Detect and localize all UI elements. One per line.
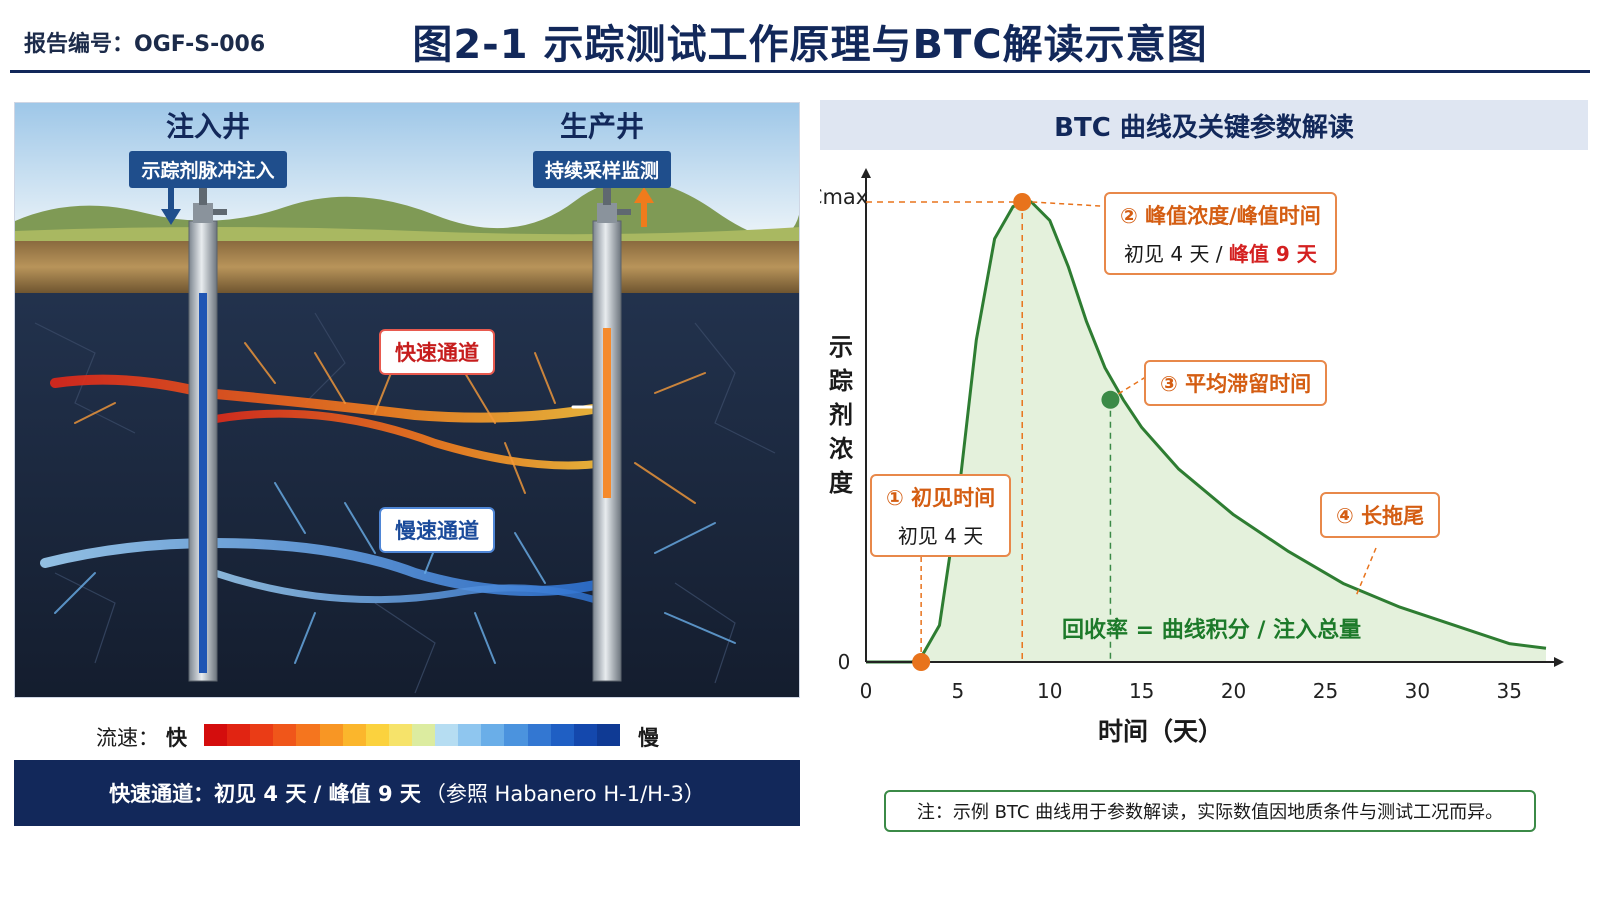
slow-channel-flow (40, 482, 736, 664)
speed-color-swatch (458, 724, 482, 746)
callout-first-arrival: ① 初见时间 初见 4 天 (870, 474, 1012, 557)
btc-marker-point (912, 653, 931, 671)
speed-color-swatch (250, 724, 274, 746)
speed-color-swatch (527, 724, 551, 746)
x-tick-label: 15 (1129, 679, 1154, 703)
x-axis-label: 时间（天） (1098, 717, 1224, 746)
page-title: 图2-1 示踪测试工作原理与BTC解读示意图 (412, 22, 1208, 68)
y-axis-label: 示踪剂浓度 (829, 333, 853, 497)
production-arrow (634, 187, 654, 227)
speed-color-swatch (342, 724, 366, 746)
injection-well-tag: 示踪剂脉冲注入 (129, 151, 287, 188)
callout-long-tail: ④ 长拖尾 (1320, 492, 1441, 538)
fast-channel-flow (50, 342, 706, 504)
speed-legend-slow: 慢 (638, 726, 659, 750)
banner-reference: （参照 Habanero H-1/H-3） (424, 782, 705, 806)
callout-long-tail-title: ④ 长拖尾 (1336, 504, 1425, 528)
btc-marker-point (1101, 390, 1120, 409)
speed-color-swatch (411, 724, 436, 746)
fast-channel-label: 快速通道 (379, 329, 495, 375)
callout-mean-residence-title: ③ 平均滞留时间 (1160, 372, 1312, 396)
speed-color-swatch (204, 724, 228, 746)
speed-color-swatch (319, 724, 343, 746)
callout-first-arrival-title: ① 初见时间 (886, 486, 996, 510)
production-well-header: 生产井 持续采样监测 (509, 105, 695, 188)
injection-arrow (161, 185, 181, 225)
injection-well-pipe (188, 185, 227, 682)
speed-color-swatch (596, 724, 620, 746)
report-id: 报告编号：OGF-S-006 (24, 32, 266, 57)
y-tick-label-zero: 0 (838, 650, 851, 674)
btc-panel-header: BTC 曲线及关键参数解读 (820, 100, 1588, 150)
rock-cracks (34, 312, 776, 694)
speed-color-swatch (273, 724, 297, 746)
speed-color-swatch (435, 724, 459, 746)
x-tick-label: 20 (1221, 679, 1246, 703)
callout-first-arrival-sub: 初见 4 天 (897, 524, 984, 548)
speed-color-swatch (504, 724, 528, 746)
mean-callout-leader (1118, 377, 1145, 395)
speed-color-swatch (388, 724, 412, 746)
title-divider (10, 70, 1590, 73)
y-axis-arrow (861, 168, 871, 178)
x-tick-label: 10 (1037, 679, 1062, 703)
production-well-name: 生产井 (559, 110, 644, 143)
x-tick-label: 25 (1313, 679, 1338, 703)
speed-color-swatch (227, 724, 251, 746)
banner-main: 快速通道：初见 4 天 / 峰值 9 天 (109, 782, 421, 806)
reservoir-illustration (15, 103, 799, 697)
y-tick-label-cmax: Cmax (820, 185, 868, 209)
speed-legend-label: 流速： (96, 726, 159, 750)
x-tick-label: 0 (860, 679, 873, 703)
speed-color-swatch (365, 724, 389, 746)
callout-peak-sub-a: 初见 4 天 / (1124, 242, 1229, 266)
speed-legend-fast: 快 (166, 726, 187, 750)
x-tick-label: 5 (952, 679, 965, 703)
btc-marker-point (1013, 193, 1032, 211)
speed-color-swatch (573, 724, 597, 746)
peak-callout-leader (1032, 201, 1101, 207)
speed-color-bar (204, 724, 620, 746)
btc-area-fill (866, 202, 1546, 662)
x-tick-label: 30 (1405, 679, 1430, 703)
callout-peak-title: ② 峰值浓度/峰值时间 (1120, 204, 1321, 228)
callout-peak-sub: 初见 4 天 / 峰值 9 天 (1120, 238, 1321, 267)
injection-well-name: 注入井 (165, 110, 250, 143)
x-axis-arrow (1554, 657, 1564, 667)
speed-color-swatch (550, 724, 574, 746)
production-well-tag: 持续采样监测 (532, 151, 671, 188)
schematic-panel: 注入井 示踪剂脉冲注入 生产井 持续采样监测 快速通道 慢速通道 (14, 102, 800, 698)
slow-channel-label: 慢速通道 (379, 507, 495, 553)
x-tick-label: 35 (1497, 679, 1522, 703)
btc-chart: 0 5 10 15 20 25 30 35 0 Cmax (820, 160, 1590, 780)
injection-well-header: 注入井 示踪剂脉冲注入 (115, 105, 301, 188)
production-well-pipe (592, 185, 631, 682)
callout-peak: ② 峰值浓度/峰值时间 初见 4 天 / 峰值 9 天 (1104, 192, 1337, 275)
callout-peak-sub-b: 峰值 9 天 (1228, 242, 1317, 266)
callout-mean-residence: ③ 平均滞留时间 (1144, 360, 1328, 406)
speed-color-swatch (296, 724, 320, 746)
fast-channel-summary-banner: 快速通道：初见 4 天 / 峰值 9 天 （参照 Habanero H-1/H-… (14, 760, 800, 826)
recovery-formula: 回收率 = 曲线积分 / 注入总量 (1062, 618, 1362, 643)
speed-color-swatch (481, 724, 505, 746)
btc-chart-svg: 0 5 10 15 20 25 30 35 0 Cmax (820, 168, 1564, 703)
soil-layer (15, 241, 799, 293)
chart-note: 注：示例 BTC 曲线用于参数解读，实际数值因地质条件与测试工况而异。 (884, 790, 1536, 832)
